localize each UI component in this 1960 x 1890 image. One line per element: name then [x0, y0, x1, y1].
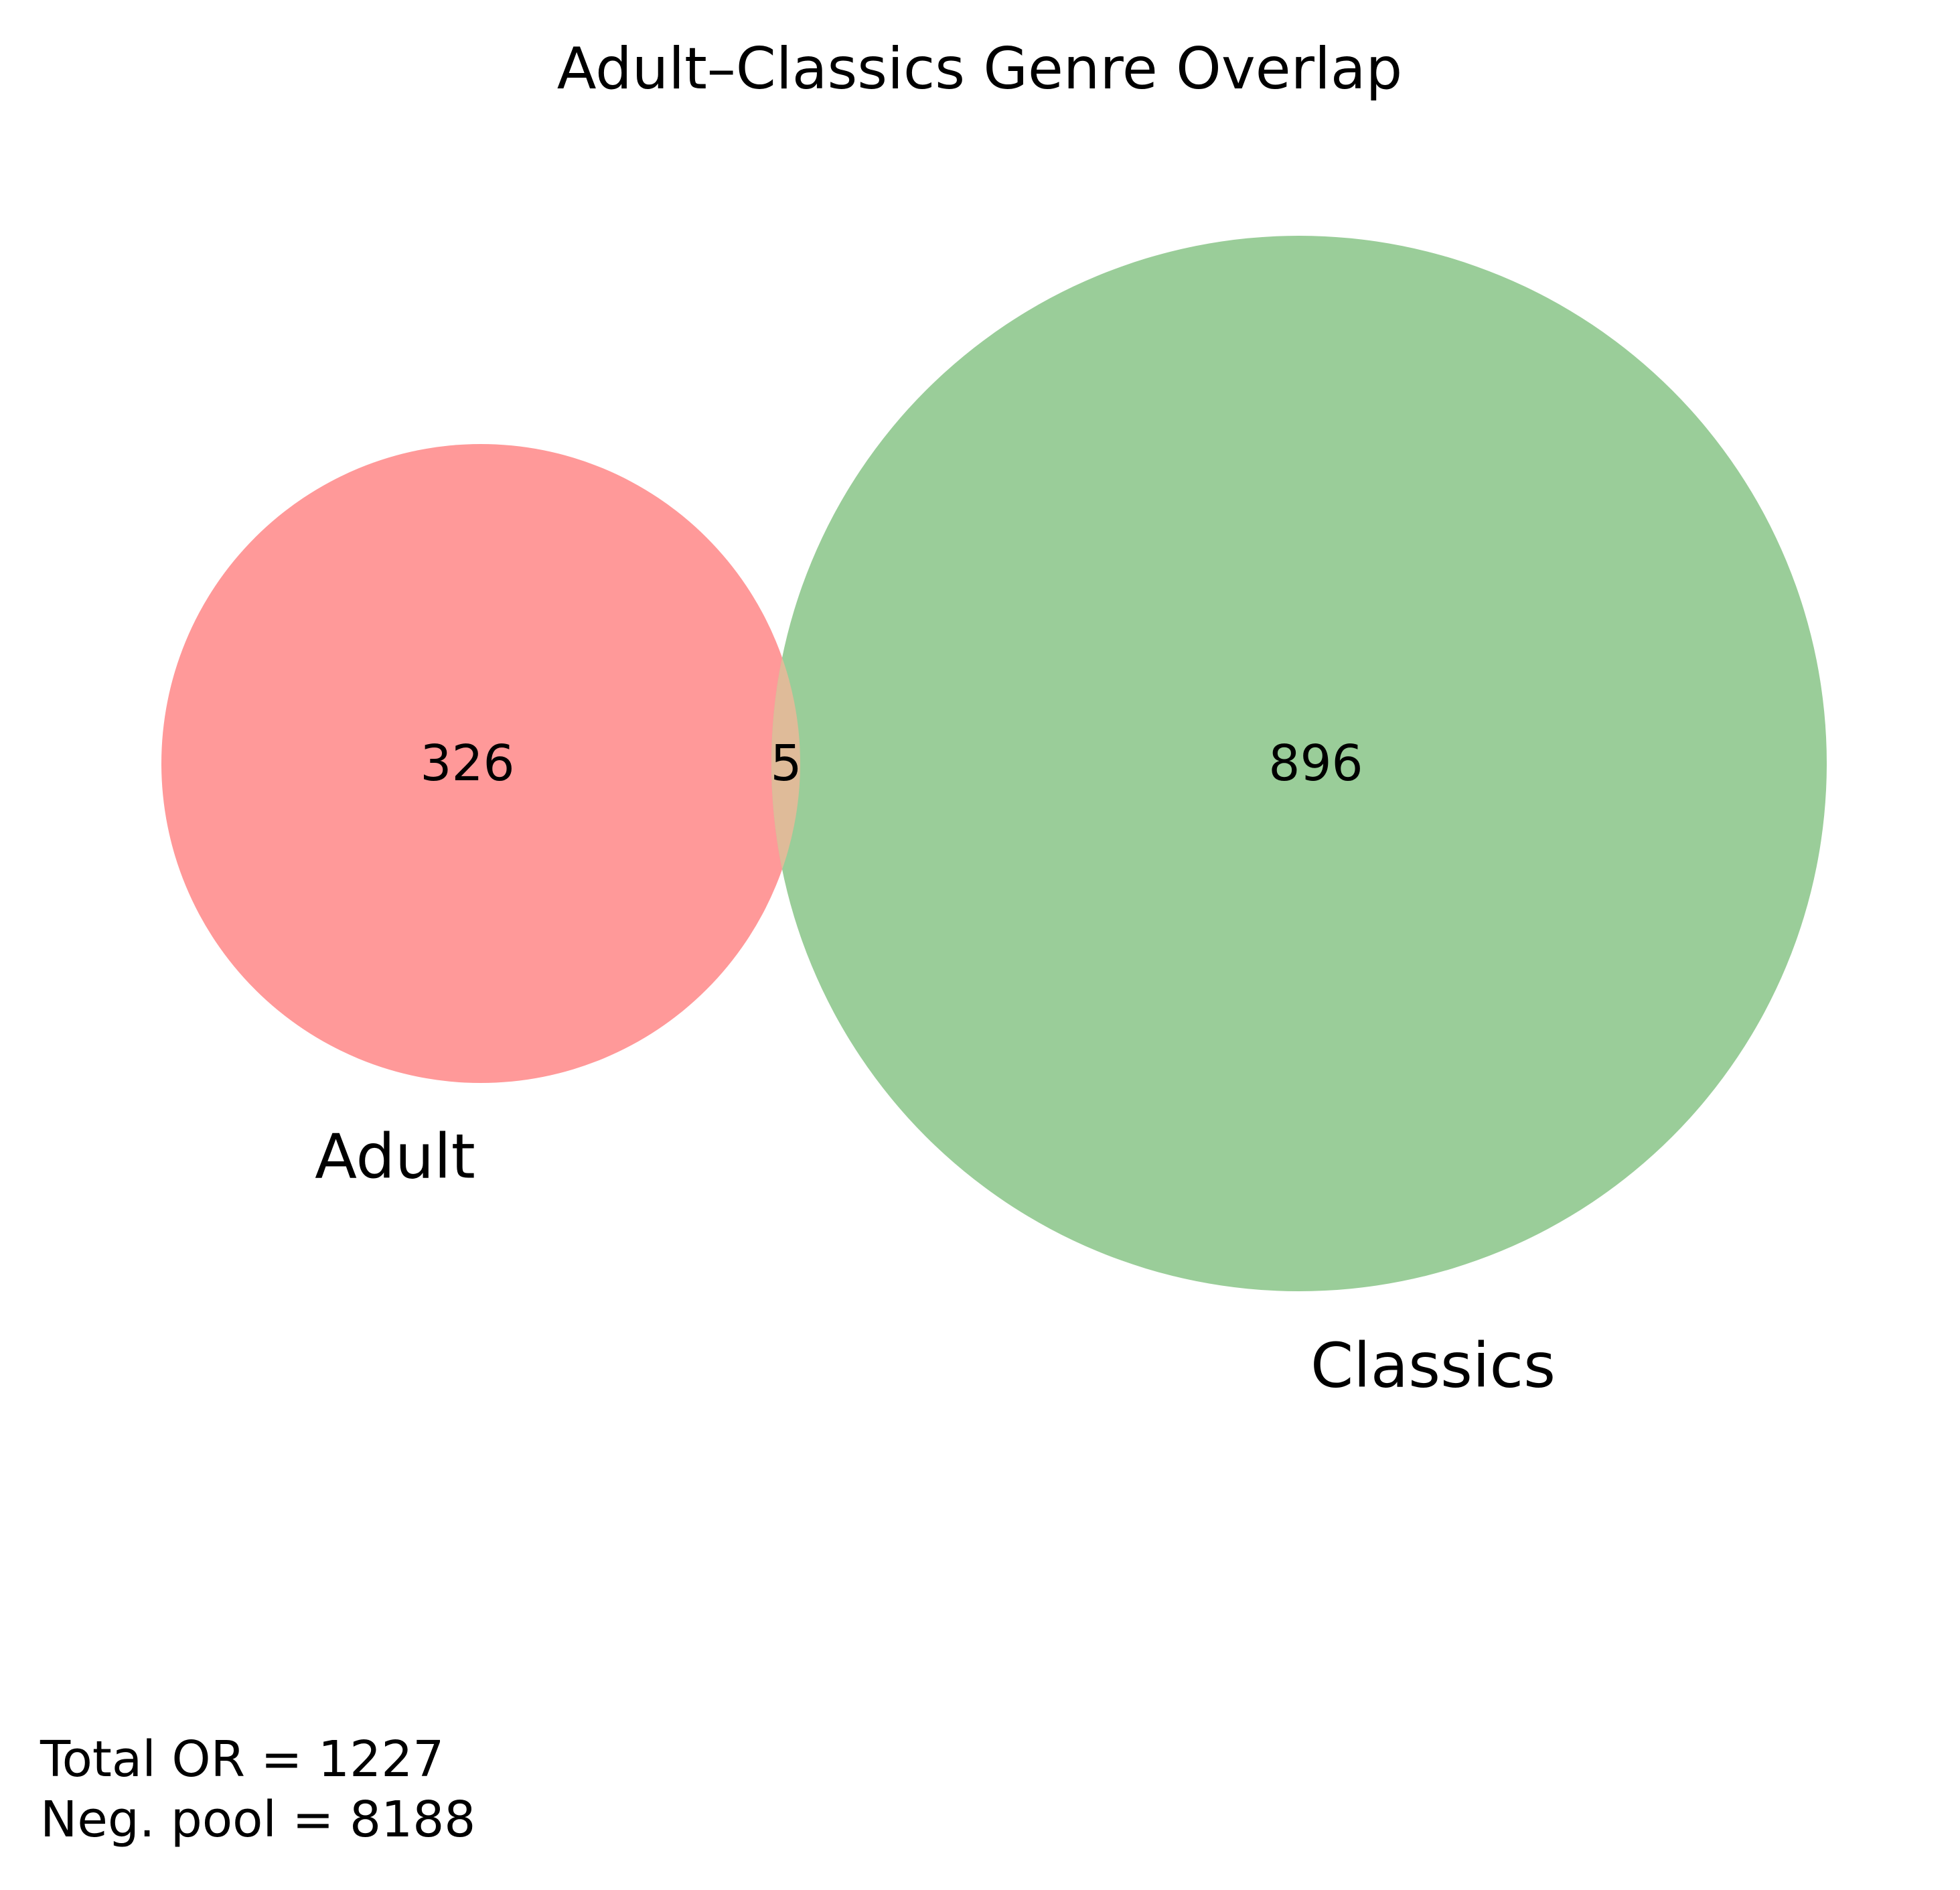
- adult-set-label: Adult: [315, 1121, 475, 1193]
- adult-set-circle: [161, 444, 800, 1083]
- classics-only-count: 896: [1268, 735, 1363, 792]
- classics-set-label: Classics: [1310, 1330, 1556, 1402]
- chart-title: Adult–Classics Genre Overlap: [557, 35, 1402, 102]
- classics-set-circle: [771, 236, 1827, 1291]
- intersection-count: 5: [770, 735, 802, 792]
- neg-pool-note: Neg. pool = 8188: [40, 1791, 475, 1848]
- total-or-note: Total OR = 1227: [40, 1731, 444, 1788]
- adult-only-count: 326: [420, 735, 514, 792]
